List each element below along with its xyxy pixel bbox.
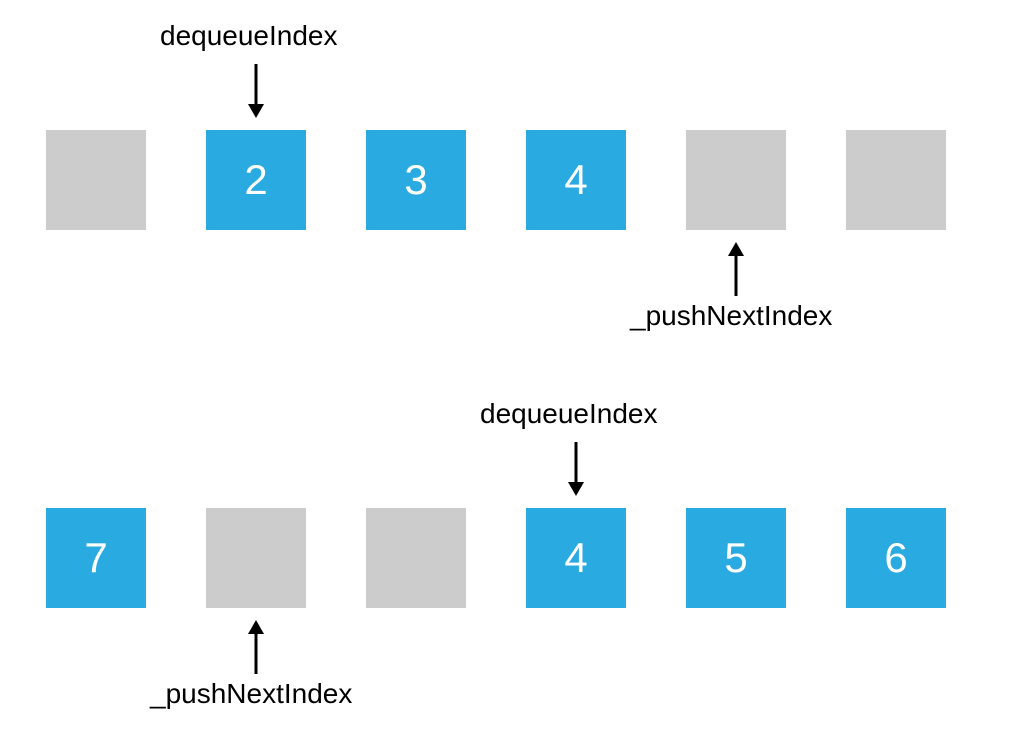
cell: 5 (686, 508, 786, 608)
cell: 6 (846, 508, 946, 608)
push-label-2: _pushNextIndex (150, 678, 352, 710)
arrow-up-icon (726, 240, 746, 296)
arrow-down-icon (246, 64, 266, 120)
push-label-1: _pushNextIndex (630, 300, 832, 332)
cells-row-1: 2 3 4 (46, 130, 946, 230)
diagram-2: 7 4 5 6 (46, 508, 946, 608)
dequeue-label-1: dequeueIndex (160, 20, 338, 52)
cell: 4 (526, 508, 626, 608)
cell (846, 130, 946, 230)
cell (206, 508, 306, 608)
cell (366, 508, 466, 608)
cell (686, 130, 786, 230)
cells-row-2: 7 4 5 6 (46, 508, 946, 608)
cell: 4 (526, 130, 626, 230)
cell: 2 (206, 130, 306, 230)
arrow-down-icon (566, 442, 586, 498)
arrow-up-icon (246, 618, 266, 674)
cell: 3 (366, 130, 466, 230)
cell (46, 130, 146, 230)
cell: 7 (46, 508, 146, 608)
diagram-1: 2 3 4 (46, 130, 946, 230)
dequeue-label-2: dequeueIndex (480, 398, 658, 430)
